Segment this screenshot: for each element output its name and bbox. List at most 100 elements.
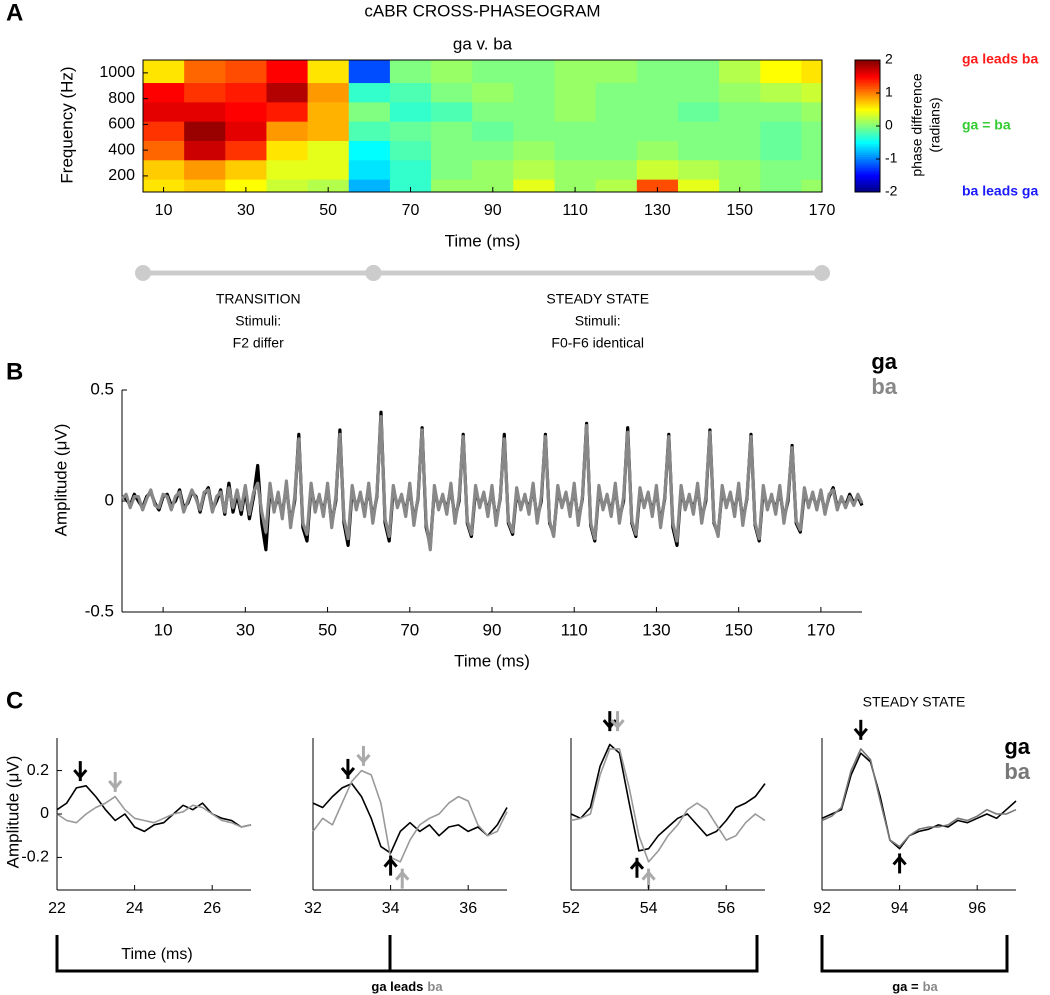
x-tick-label: 22 (48, 900, 66, 917)
x-tick-label: 90 (484, 202, 502, 219)
colorbar-swatch (855, 154, 880, 158)
heatmap-cell (554, 121, 597, 141)
bracket-label-part: ba (427, 979, 443, 994)
heatmap-cell (719, 101, 761, 122)
colorbar-swatch (855, 189, 880, 193)
y-axis-label: Amplitude (μV) (51, 424, 70, 537)
x-tick-label: 32 (304, 900, 322, 917)
colorbar-swatch (855, 90, 880, 94)
heatmap-cell (801, 159, 822, 180)
heatmap-cell (595, 60, 638, 84)
heatmap-cell (307, 121, 350, 141)
heatmap-cell (389, 140, 432, 161)
heatmap-cell (760, 60, 802, 84)
x-tick-label: 150 (724, 620, 752, 639)
side-label: ga = ba (962, 117, 1011, 133)
heatmap-cell (677, 179, 720, 192)
colorbar-swatch (855, 62, 880, 65)
heatmap-cell (513, 179, 556, 192)
x-tick-label: 90 (483, 620, 502, 639)
panel-letter: A (6, 0, 23, 26)
colorbar-swatch (855, 60, 880, 63)
y-tick-label: 600 (108, 116, 135, 133)
heatmap-cell (719, 159, 761, 180)
legend-label: ba (1004, 759, 1030, 784)
heatmap-cell (431, 60, 473, 84)
colorbar-swatch (855, 93, 880, 96)
bracket (55, 935, 759, 973)
heatmap-cell (225, 140, 267, 161)
colorbar-tick-label: 2 (885, 51, 893, 67)
arrow (73, 761, 88, 782)
heatmap-cell (554, 159, 597, 180)
phase-dot (135, 265, 151, 281)
heatmap-cell (389, 60, 432, 84)
arrow (356, 745, 371, 766)
heatmap-cell (472, 179, 514, 192)
heatmap-cell (554, 140, 597, 161)
series-line (821, 748, 1017, 848)
arrow-head (853, 727, 868, 739)
heatmap-cell (472, 159, 514, 180)
heatmap-cell (677, 60, 720, 84)
colorbar-swatch (855, 73, 880, 76)
colorbar-swatch (855, 132, 880, 136)
plot-frame (142, 59, 823, 193)
panel-letter: C (6, 687, 23, 714)
colorbar-swatch (855, 71, 880, 74)
heatmap-cell (677, 140, 720, 161)
heatmap-cell (431, 140, 473, 161)
heatmap-cell (389, 101, 432, 122)
heatmap-cell (184, 101, 226, 122)
colorbar-swatch (855, 99, 880, 103)
heatmap-cell (719, 140, 761, 161)
heatmap-cell (760, 101, 802, 122)
colorbar-swatch (855, 101, 880, 105)
heatmap-cell (184, 179, 226, 192)
heatmap-cell (143, 121, 185, 141)
heatmap-cell (266, 121, 309, 141)
colorbar-swatch (855, 123, 880, 127)
heatmap-cell (513, 60, 556, 84)
heatmap-cell (801, 60, 822, 84)
colorbar-swatch (855, 170, 880, 173)
arrow (629, 857, 645, 878)
heatmap-cell (266, 159, 309, 180)
phase-label: STEADY STATE (546, 291, 649, 307)
colorbar-swatch (855, 156, 880, 160)
x-tick-label: 30 (237, 202, 255, 219)
colorbar-swatch (855, 178, 880, 182)
heatmap-cell (266, 101, 309, 122)
arrow (892, 853, 907, 874)
colorbar-tick-label: 0 (885, 117, 893, 133)
colorbar-swatch (855, 95, 880, 98)
colorbar-swatch (855, 104, 880, 107)
phase-label: F0-F6 identical (551, 335, 644, 351)
arrow-head (892, 855, 907, 866)
arrow (853, 719, 868, 740)
colorbar-swatch (855, 150, 880, 153)
side-label: ba leads ga (962, 183, 1038, 199)
heatmap-cell (389, 179, 432, 192)
heatmap-cell (636, 101, 679, 122)
y-tick-label: 0.2 (27, 762, 49, 779)
colorbar-label: phase difference (909, 73, 925, 176)
colorbar-swatch (855, 64, 880, 67)
heatmap-cell (348, 159, 391, 180)
heatmap-cell (266, 60, 309, 84)
y-tick-label: 1000 (99, 64, 135, 81)
colorbar-swatch (855, 121, 880, 125)
heatmap-cell (677, 159, 720, 180)
x-tick-label: 94 (891, 900, 909, 917)
heatmap-cell (225, 159, 267, 180)
heatmap-cell (595, 101, 638, 122)
heatmap-cell (554, 101, 597, 122)
heatmap-cell (760, 140, 802, 161)
heatmap-cell (266, 82, 309, 103)
heatmap-cell (719, 121, 761, 141)
colorbar-swatch (855, 77, 880, 81)
colorbar-swatch (855, 172, 880, 175)
x-tick-label: 10 (155, 202, 173, 219)
y-tick-label: -0.5 (85, 601, 114, 620)
heatmap-cell (513, 121, 556, 141)
